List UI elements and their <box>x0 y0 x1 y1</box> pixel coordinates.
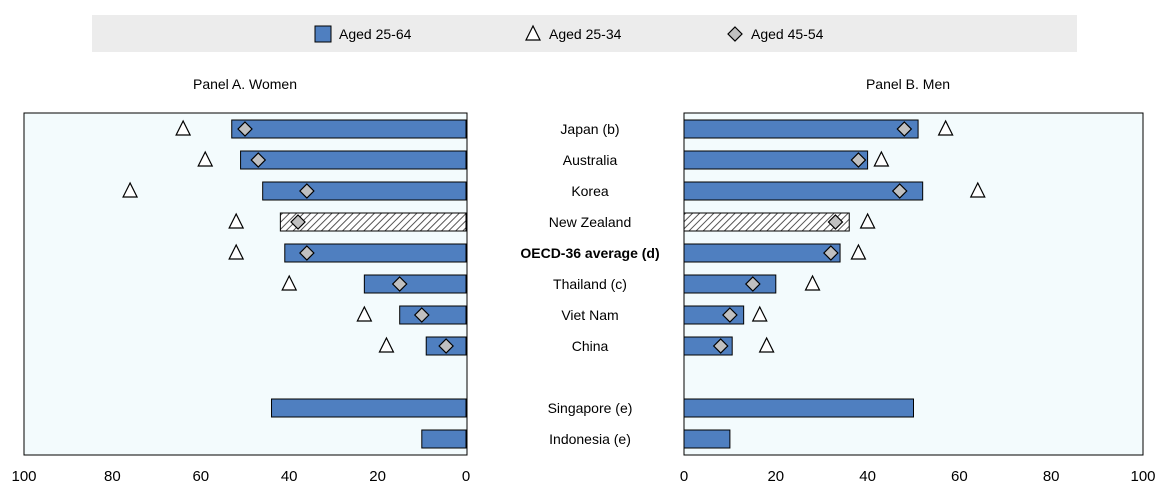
men-x-tick-label: 60 <box>951 468 968 484</box>
women-marker-25-34 <box>356 305 373 322</box>
women-marker-25-34 <box>175 119 192 136</box>
men-marker-45-54 <box>823 245 839 261</box>
women-bar-25-64 <box>231 119 467 139</box>
women-marker-45-54 <box>391 276 408 292</box>
men-marker-25-34 <box>751 305 768 322</box>
women-bar-25-64 <box>363 274 467 294</box>
category-label: Thailand (c) <box>553 276 627 292</box>
men-x-tick-label: 40 <box>859 468 876 484</box>
women-marker-25-34 <box>197 150 214 167</box>
men-marker-45-54 <box>745 276 761 292</box>
women-marker-45-54 <box>290 214 306 230</box>
women-marker-25-34 <box>228 243 245 260</box>
panel-b-x-axis: 0 20 40 60 80 100 <box>680 468 1156 484</box>
legend: Aged 25-64 Aged 25-34 Aged 45-54 <box>314 24 824 43</box>
men-bar-25-64 <box>683 119 919 139</box>
women-marker-45-54 <box>299 183 315 199</box>
men-bar-25-64 <box>683 212 850 232</box>
category-label: Australia <box>563 152 618 168</box>
men-x-tick-label: 100 <box>1130 468 1155 484</box>
women-bar-25-64 <box>421 429 467 449</box>
men-marker-45-54 <box>850 152 867 168</box>
men-marker-25-34 <box>937 119 954 136</box>
women-marker-25-34 <box>228 212 245 229</box>
men-x-tick-label: 0 <box>680 468 688 484</box>
men-marker-45-54 <box>712 338 729 354</box>
category-label: Viet Nam <box>561 307 618 323</box>
men-marker-45-54 <box>827 214 844 230</box>
women-x-tick-label: 100 <box>11 468 36 484</box>
men-marker-25-34 <box>804 274 821 291</box>
women-marker-25-34 <box>122 181 139 198</box>
panel-a-x-axis: 100 80 60 40 20 0 <box>11 468 470 484</box>
panel-a-title: Panel A. Women <box>193 76 297 92</box>
women-marker-45-54 <box>438 338 454 354</box>
category-label: Japan (b) <box>560 121 619 137</box>
women-marker-45-54 <box>299 245 315 261</box>
women-bar-25-64 <box>271 398 467 418</box>
men-bar-25-64 <box>683 429 731 449</box>
category-label: China <box>572 338 609 354</box>
women-bar-25-64 <box>399 305 467 325</box>
women-marker-25-34 <box>281 274 298 291</box>
men-marker-25-34 <box>859 212 876 229</box>
legend-label: Aged 25-64 <box>339 26 412 42</box>
women-bar-25-64 <box>262 181 467 201</box>
legend-diamond-marker <box>727 26 743 42</box>
category-label: Singapore (e) <box>548 400 633 416</box>
legend-box <box>92 15 1077 52</box>
category-label: Indonesia (e) <box>549 431 631 447</box>
men-bar-25-64 <box>683 398 914 418</box>
men-marker-25-34 <box>850 243 867 260</box>
men-marker-25-34 <box>873 150 890 167</box>
men-bar-25-64 <box>683 181 924 201</box>
men-bar-25-64 <box>683 274 777 294</box>
men-marker-45-54 <box>896 121 913 137</box>
men-bar-25-64 <box>683 243 841 263</box>
women-bar-25-64 <box>279 212 467 232</box>
women-x-tick-label: 60 <box>192 468 209 484</box>
women-x-tick-label: 80 <box>104 468 121 484</box>
women-marker-45-54 <box>250 152 267 168</box>
panel-b-title: Panel B. Men <box>866 76 950 92</box>
women-marker-45-54 <box>413 307 430 323</box>
category-label: Korea <box>571 183 609 199</box>
panel-a-marks <box>122 119 467 449</box>
men-bar-25-64 <box>683 150 869 170</box>
men-marker-45-54 <box>891 183 908 199</box>
men-marker-45-54 <box>722 307 738 323</box>
women-marker-25-34 <box>378 336 395 353</box>
women-marker-45-54 <box>237 121 253 137</box>
women-x-tick-label: 20 <box>369 468 386 484</box>
men-x-tick-label: 20 <box>767 468 784 484</box>
women-x-tick-label: 0 <box>462 468 470 484</box>
men-x-tick-label: 80 <box>1043 468 1060 484</box>
legend-label: Aged 45-54 <box>751 26 824 42</box>
category-label: OECD-36 average (d) <box>520 245 659 261</box>
women-x-tick-label: 40 <box>281 468 298 484</box>
men-marker-25-34 <box>969 181 986 198</box>
legend-triangle-marker <box>525 24 541 41</box>
women-bar-25-64 <box>240 150 467 170</box>
category-labels: Japan (b) Australia Korea New Zealand OECD-3… <box>520 121 659 447</box>
women-bar-25-64 <box>284 243 467 263</box>
legend-bar-swatch <box>314 25 332 43</box>
panel-b-marks <box>683 119 986 449</box>
men-marker-25-34 <box>758 336 775 353</box>
legend-label: Aged 25-34 <box>549 26 622 42</box>
category-label: New Zealand <box>549 214 632 230</box>
